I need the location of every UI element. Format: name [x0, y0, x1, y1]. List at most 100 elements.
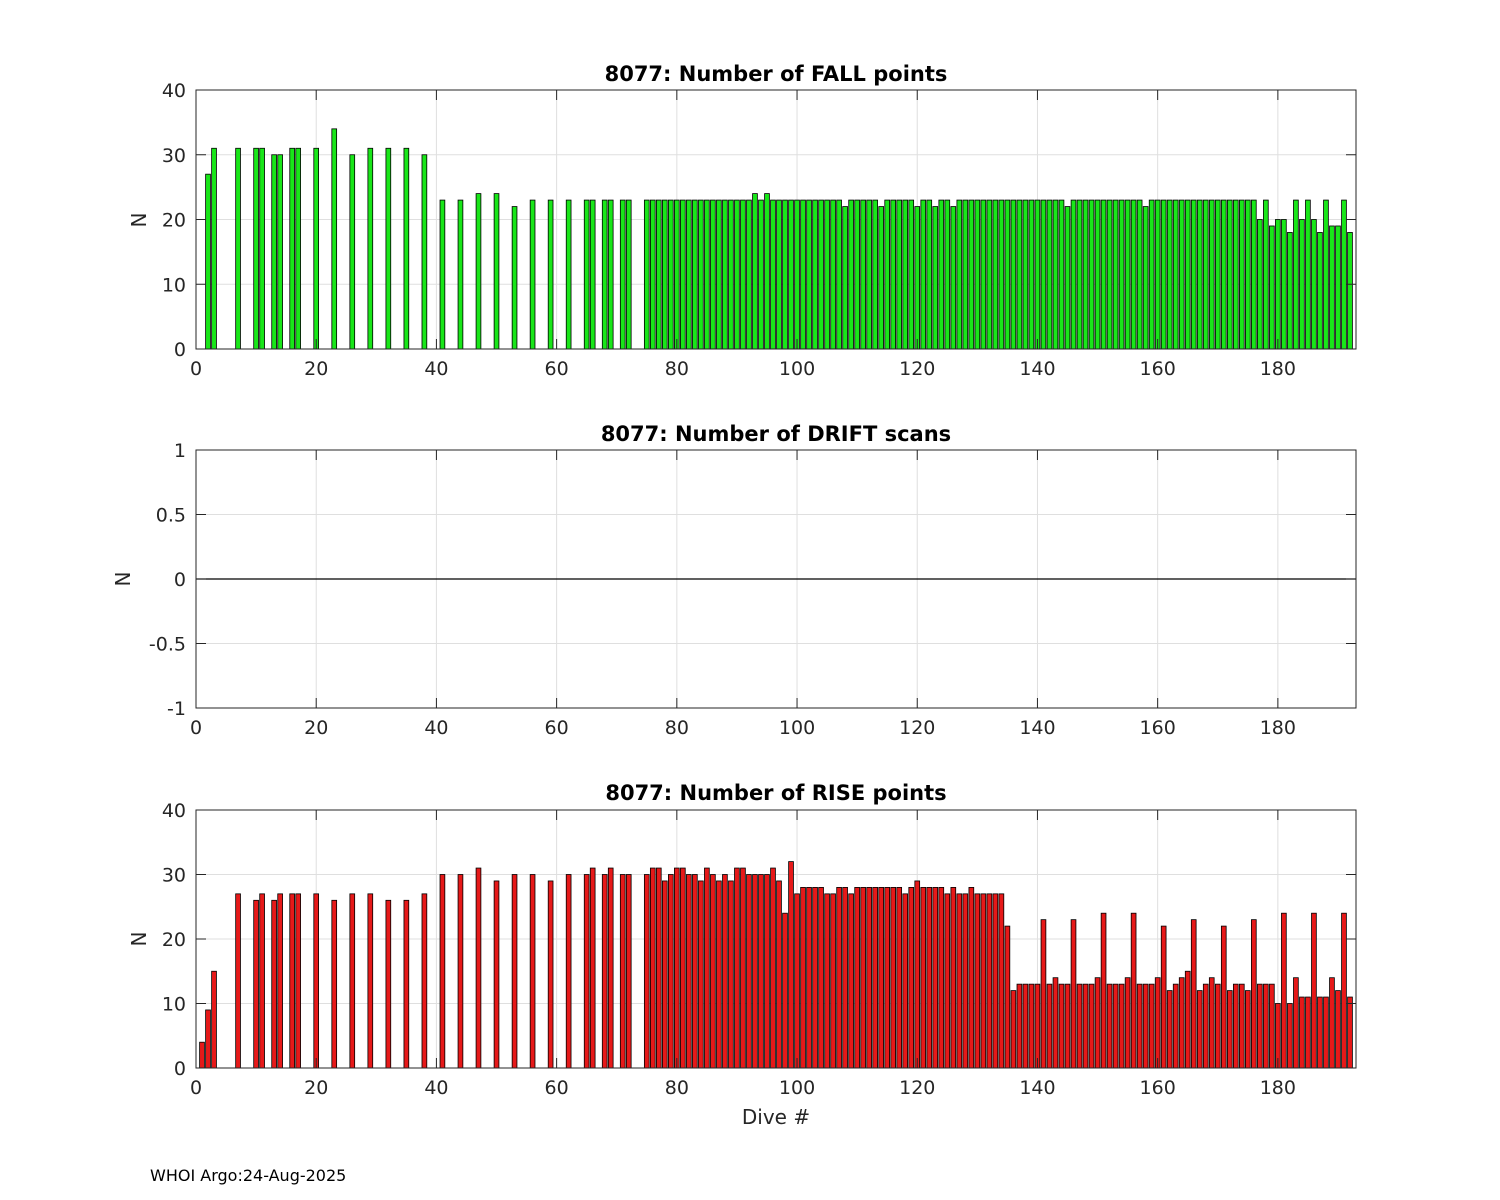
- fall-plot-area: 0 20 40 60 80 100 120 140 160 180 0 10 20 30 40: [162, 80, 1357, 380]
- rise-bar: [1341, 912, 1347, 1069]
- rise-bar: [493, 880, 500, 1069]
- fall-bar: [385, 147, 392, 350]
- rise-bar: [1136, 983, 1143, 1069]
- rise-bar: [1040, 919, 1047, 1069]
- fall-bar: [1130, 199, 1137, 350]
- rise-bar: [770, 867, 776, 1069]
- fall-bar: [686, 199, 692, 350]
- fall-bar: [1058, 199, 1065, 350]
- rise-bar: [866, 887, 872, 1069]
- fall-bar: [1202, 199, 1209, 350]
- rise-bar: [878, 887, 884, 1069]
- rise-bar: [884, 887, 890, 1069]
- fall-bar: [1293, 199, 1299, 350]
- rise-bar: [625, 874, 632, 1069]
- drift-x-tick-label: 0: [190, 717, 202, 739]
- rise-bar: [854, 887, 860, 1069]
- fall-bar: [764, 193, 770, 350]
- fall-bar: [1238, 199, 1245, 350]
- fall-bar: [619, 199, 626, 350]
- rise-bar: [860, 887, 866, 1069]
- drift-x-tick-label: 80: [665, 717, 689, 739]
- fall-x-tick-label: 60: [545, 358, 569, 380]
- fall-bar: [1016, 199, 1023, 350]
- fall-bar: [1263, 199, 1269, 350]
- fall-bar: [980, 199, 987, 350]
- fall-bar: [974, 199, 981, 350]
- rise-bar: [740, 867, 746, 1069]
- fall-bar: [601, 199, 608, 350]
- fall-bar: [565, 199, 572, 350]
- rise-bar: [920, 887, 927, 1069]
- fall-bar: [950, 206, 957, 350]
- rise-bar: [529, 874, 536, 1069]
- fall-bar: [914, 206, 921, 350]
- fall-bar: [812, 199, 818, 350]
- rise-y-axis-label: N: [127, 932, 151, 947]
- fall-bar: [848, 199, 854, 350]
- rise-bar: [1106, 983, 1113, 1069]
- rise-bar: [1094, 977, 1101, 1069]
- rise-bar: [1335, 990, 1341, 1069]
- rise-bar: [277, 893, 283, 1069]
- rise-bar: [1208, 977, 1215, 1069]
- fall-bar: [704, 199, 710, 350]
- fall-bar: [746, 199, 752, 350]
- fall-bar: [836, 199, 842, 350]
- rise-y-tick-label: 30: [162, 865, 186, 887]
- fall-bar: [992, 199, 999, 350]
- rise-bar: [607, 867, 614, 1069]
- rise-bar: [1269, 983, 1275, 1069]
- fall-bar: [1094, 199, 1101, 350]
- fall-bar: [1076, 199, 1083, 350]
- drift-x-tick-label: 60: [545, 717, 569, 739]
- rise-bar: [289, 893, 295, 1069]
- rise-bar: [1148, 983, 1155, 1069]
- fall-bar: [668, 199, 674, 350]
- rise-bar: [1022, 983, 1029, 1069]
- fall-bar: [643, 199, 650, 350]
- fall-bar: [908, 199, 915, 350]
- fall-bar: [1010, 199, 1017, 350]
- rise-bar: [259, 893, 265, 1069]
- fall-bar: [205, 173, 211, 350]
- fall-x-tick-label: 180: [1260, 358, 1296, 380]
- rise-bar: [421, 893, 428, 1069]
- fall-bar: [722, 199, 728, 350]
- fall-bar: [1196, 199, 1203, 350]
- fall-x-tick-label: 20: [304, 358, 328, 380]
- fall-bar: [794, 199, 800, 350]
- rise-bar: [674, 867, 680, 1069]
- fall-bar: [818, 199, 824, 350]
- rise-bar: [830, 893, 836, 1069]
- rise-bar: [914, 880, 921, 1069]
- rise-bar: [1317, 996, 1323, 1069]
- fall-bar: [1184, 199, 1191, 350]
- rise-bar: [668, 874, 674, 1069]
- rise-bar: [806, 887, 812, 1069]
- fall-bar: [770, 199, 776, 350]
- rise-bar: [1293, 977, 1299, 1069]
- rise-x-tick-label: 100: [779, 1077, 815, 1099]
- rise-bar: [686, 874, 692, 1069]
- rise-x-tick-label: 160: [1140, 1077, 1176, 1099]
- rise-bar: [1305, 996, 1311, 1069]
- fall-x-tick-label: 40: [424, 358, 448, 380]
- rise-bar: [722, 874, 728, 1069]
- fall-bar: [776, 199, 782, 350]
- fall-bar: [1208, 199, 1215, 350]
- fall-bar: [842, 206, 848, 350]
- fall-y-tick-label: 30: [162, 145, 186, 167]
- fall-bar: [1347, 232, 1353, 350]
- fall-bar: [902, 199, 909, 350]
- rise-bar: [1034, 983, 1041, 1069]
- rise-bar: [782, 912, 788, 1069]
- fall-bar: [1136, 199, 1143, 350]
- drift-y-tick-label: 0: [174, 569, 186, 591]
- fall-bar: [1232, 199, 1239, 350]
- rise-bar: [776, 880, 782, 1069]
- rise-bar: [848, 893, 854, 1069]
- fall-bar: [235, 147, 241, 350]
- fall-bar: [607, 199, 614, 350]
